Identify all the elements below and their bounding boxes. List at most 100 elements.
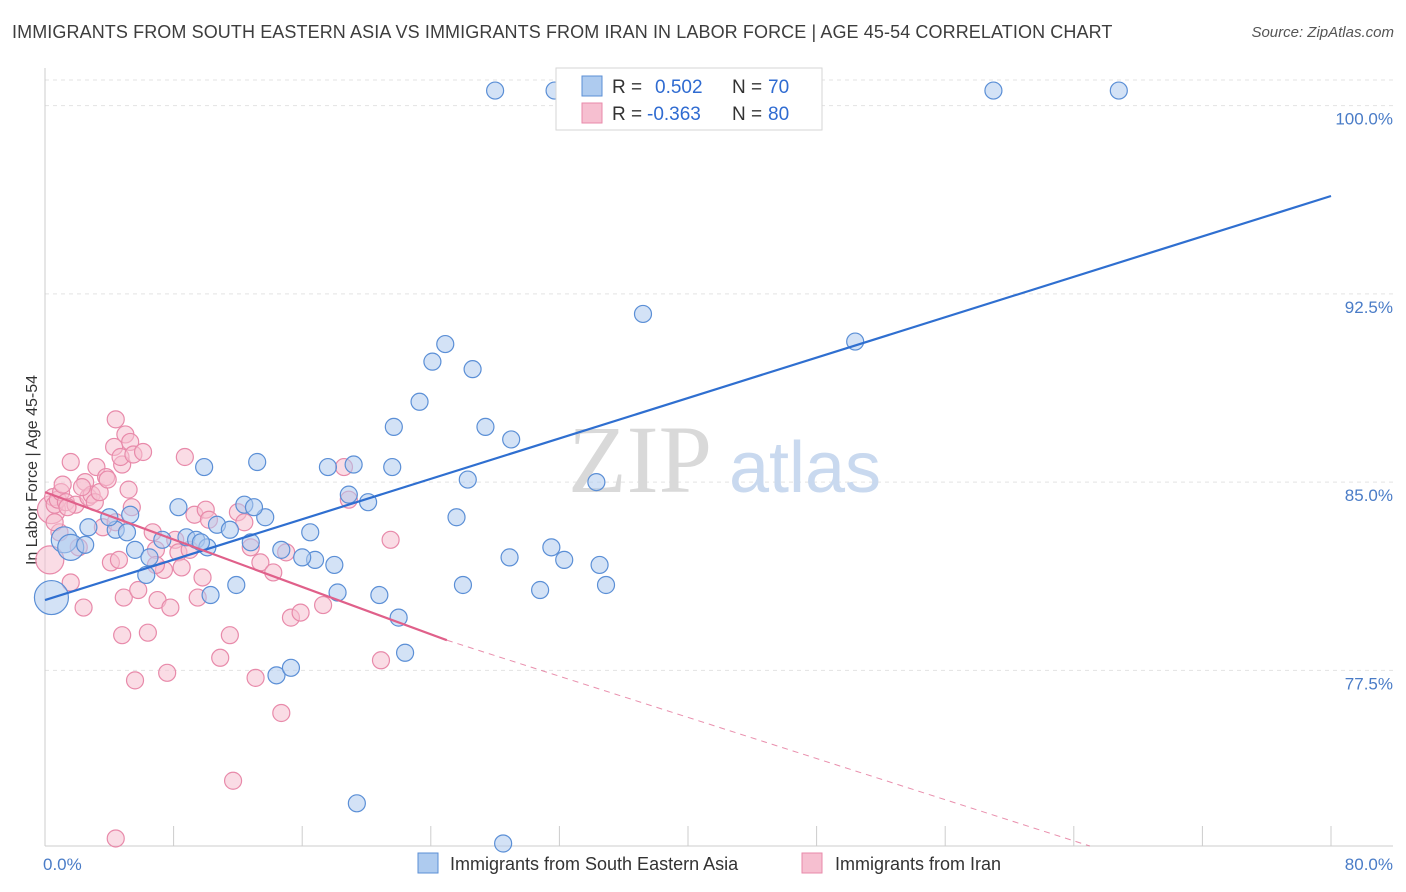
iran-point-13 <box>74 598 93 617</box>
sea-point-6 <box>100 508 119 527</box>
bottom-legend-swatch-pink <box>801 852 823 874</box>
iran-point-36 <box>125 671 145 690</box>
sea-point-12 <box>169 498 188 517</box>
y-tick-label-1: 85.0% <box>1345 486 1393 505</box>
iran-point-45 <box>158 663 177 682</box>
legend-r-value-pink: -0.363 <box>647 104 701 125</box>
sea-point-45 <box>453 575 473 595</box>
legend-n-label-blue: N = <box>732 77 762 98</box>
sea-points <box>33 81 1128 853</box>
iran-point-72 <box>381 530 400 549</box>
sea-point-52 <box>531 580 550 600</box>
iran-point-50 <box>175 447 194 467</box>
legend-r-label-blue: R = <box>612 77 642 98</box>
sea-point-4 <box>76 535 95 554</box>
iran-point-30 <box>113 626 132 645</box>
iran-point-7 <box>53 475 72 494</box>
sea-point-69 <box>117 523 137 542</box>
sea-point-15 <box>195 457 214 477</box>
iran-points <box>35 410 400 848</box>
sea-point-36 <box>347 794 366 813</box>
source-label: Source: ZipAtlas.com <box>1251 24 1394 41</box>
trendlines <box>44 194 1332 847</box>
watermark-atlas: atlas <box>729 428 881 508</box>
iran-point-28 <box>106 410 125 429</box>
watermark: ZIP atlas <box>568 406 881 513</box>
sea-point-55 <box>587 472 606 492</box>
iran-point-9 <box>61 452 80 472</box>
x-tick-labels: 0.0% 80.0% <box>43 855 1393 874</box>
iran-point-64 <box>272 703 291 723</box>
sea-point-22 <box>248 452 267 472</box>
sea-point-24 <box>267 666 286 685</box>
iran-point-58 <box>220 626 239 645</box>
sea-point-33 <box>344 455 363 474</box>
sea-trendline <box>44 194 1332 602</box>
sea-point-21 <box>241 533 260 552</box>
sea-point-56 <box>590 555 609 575</box>
axes <box>44 68 1393 847</box>
sea-point-16 <box>201 585 220 605</box>
x-tick-label-max: 80.0% <box>1345 855 1393 874</box>
watermark-zip: ZIP <box>568 406 712 513</box>
y-tick-label-2: 92.5% <box>1345 298 1393 317</box>
y-tick-labels: 77.5% 85.0% 92.5% 100.0% <box>1335 110 1393 694</box>
iran-point-62 <box>246 668 265 687</box>
sea-point-26 <box>281 658 301 677</box>
sea-point-47 <box>463 360 482 379</box>
sea-point-54 <box>555 550 574 569</box>
sea-point-44 <box>447 508 466 527</box>
chart-title: IMMIGRANTS FROM SOUTH EASTERN ASIA VS IM… <box>12 22 1113 42</box>
sea-point-49 <box>494 834 513 853</box>
sea-point-46 <box>458 470 477 489</box>
sea-point-37 <box>383 457 402 477</box>
sea-point-32 <box>339 485 358 504</box>
sea-point-42 <box>423 352 442 371</box>
sea-point-10 <box>140 548 159 567</box>
sea-point-66 <box>244 498 264 517</box>
sea-point-61 <box>1109 81 1128 100</box>
iran-point-39 <box>133 442 153 462</box>
bottom-legend-swatch-blue <box>417 852 439 874</box>
sea-point-41 <box>410 392 429 411</box>
legend-swatch-blue <box>581 75 603 97</box>
legend: R = 0.502 N = 70 R = -0.363 N = 80 <box>555 67 823 131</box>
sea-point-30 <box>325 555 344 575</box>
sea-point-60 <box>984 81 1003 100</box>
sea-point-57 <box>596 575 616 595</box>
sea-point-11 <box>153 530 172 549</box>
y-tick-label-3: 100.0% <box>1335 110 1393 129</box>
legend-n-value-pink: 80 <box>768 104 789 125</box>
iran-trendline <box>44 491 448 642</box>
sea-point-8 <box>125 540 145 559</box>
iran-point-22 <box>98 470 117 489</box>
iran-point-73 <box>106 829 125 848</box>
sea-point-62 <box>486 81 505 100</box>
bottom-legend-label-pink: Immigrants from Iran <box>835 854 1001 874</box>
iran-trendline-extension <box>446 639 1091 847</box>
y-tick-label-0: 77.5% <box>1345 674 1393 693</box>
iran-point-49 <box>172 558 191 577</box>
iran-point-54 <box>193 568 212 587</box>
iran-point-76 <box>72 478 92 497</box>
iran-point-33 <box>119 480 138 499</box>
iran-point-0 <box>35 545 65 575</box>
iran-point-57 <box>211 648 230 667</box>
sea-point-27 <box>301 523 320 542</box>
gridlines <box>45 79 1393 671</box>
sea-point-39 <box>395 643 415 662</box>
iran-point-26 <box>109 550 129 569</box>
bottom-legend-label-blue: Immigrants from South Eastern Asia <box>450 854 739 874</box>
sea-point-18 <box>220 520 239 539</box>
sea-point-67 <box>293 548 312 567</box>
sea-point-3 <box>79 518 98 537</box>
sea-point-25 <box>272 540 291 559</box>
sea-point-40 <box>384 417 403 436</box>
sea-point-19 <box>227 575 246 595</box>
iran-point-67 <box>291 603 310 622</box>
iran-point-68 <box>313 595 333 615</box>
sea-point-43 <box>436 334 455 354</box>
legend-n-label-pink: N = <box>732 104 762 125</box>
sea-point-51 <box>502 430 521 449</box>
legend-r-label-pink: R = <box>612 104 642 125</box>
